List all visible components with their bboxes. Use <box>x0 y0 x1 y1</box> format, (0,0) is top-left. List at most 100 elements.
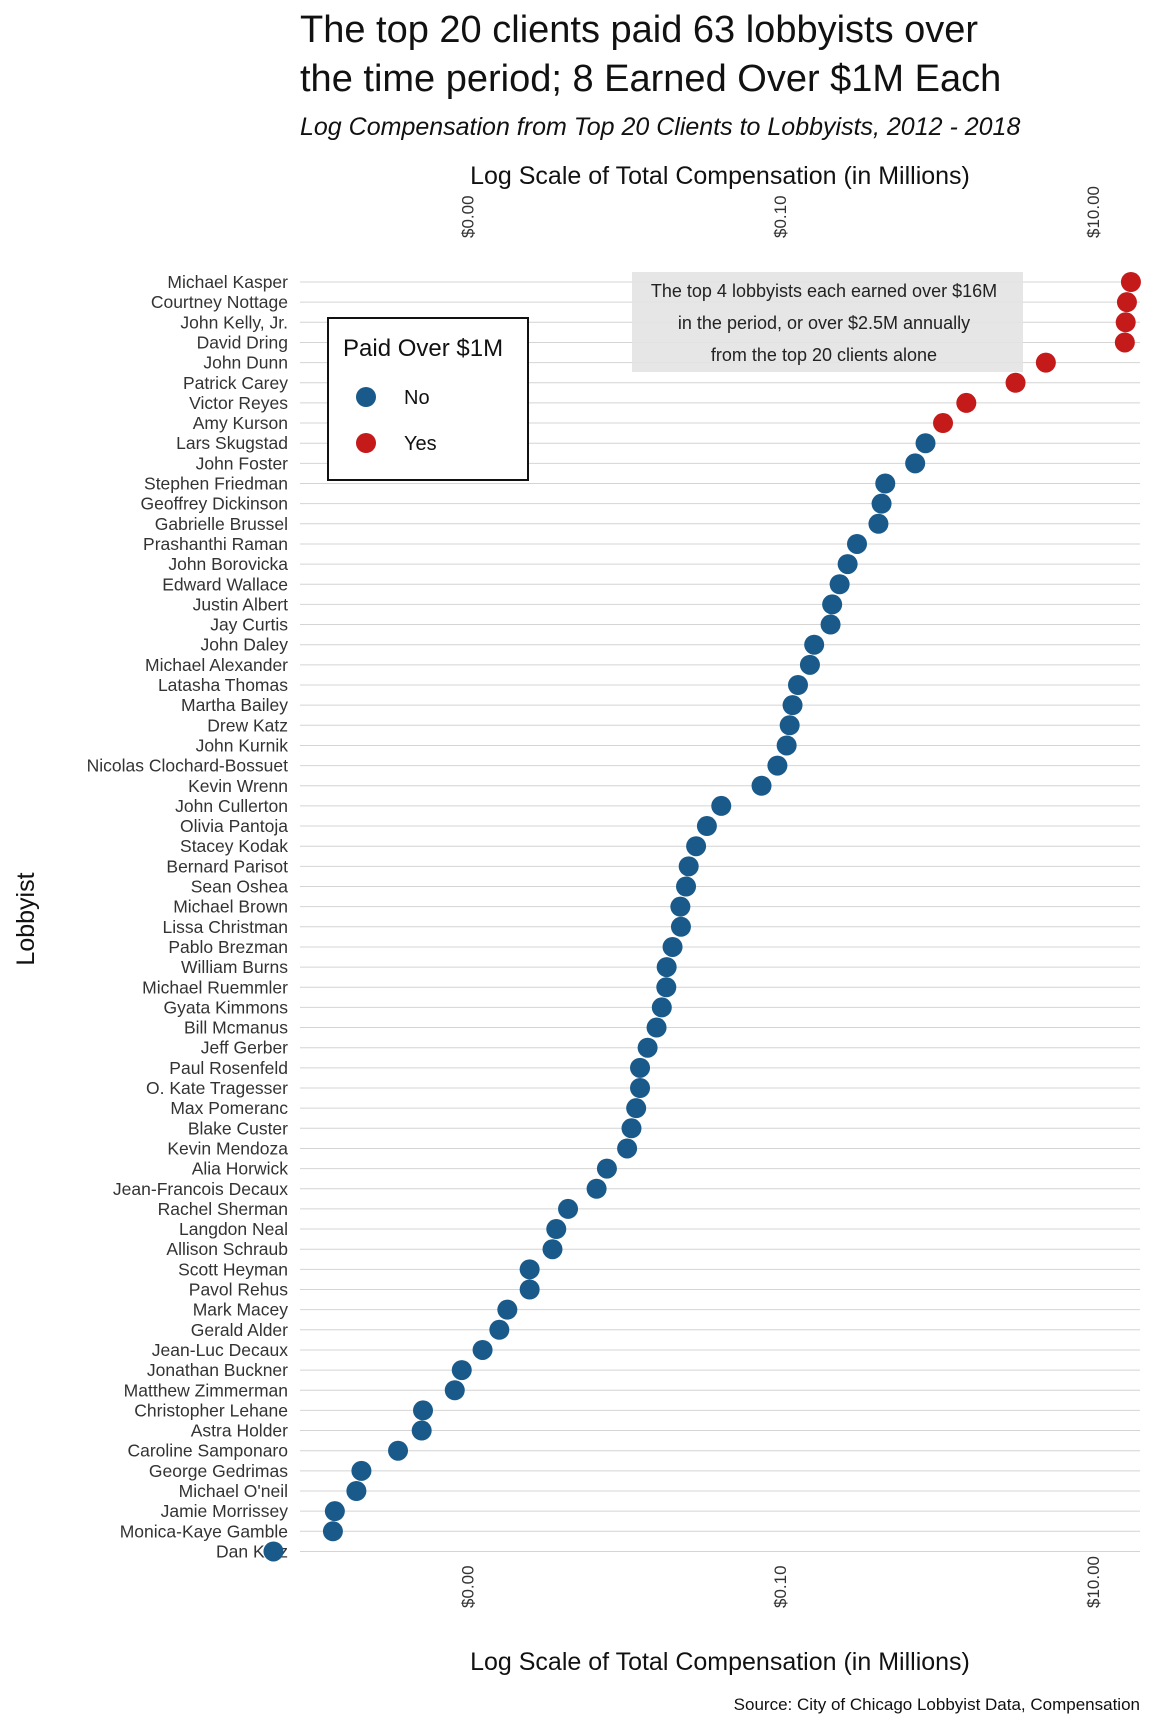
lobbyist-name-label: Scott Heyman <box>178 1259 288 1279</box>
data-point <box>776 735 797 756</box>
lobbyist-name-label: O. Kate Tragesser <box>146 1078 288 1098</box>
lobbyist-name-label: John Kurnik <box>196 735 289 755</box>
data-point <box>686 836 707 857</box>
lobbyist-name-label: Rachel Sherman <box>158 1199 288 1219</box>
data-point <box>662 936 683 957</box>
lobbyist-name-label: Latasha Thomas <box>158 675 288 695</box>
lobbyist-name-label: Jay Curtis <box>210 615 288 635</box>
data-point <box>519 1279 540 1300</box>
data-point <box>497 1299 518 1320</box>
lobbyist-name-label: Michael Ruemmler <box>142 977 288 997</box>
lobbyist-name-label: Lars Skugstad <box>176 433 288 453</box>
lobbyist-name-label: Allison Schraub <box>166 1239 288 1259</box>
annotation-line-1: The top 4 lobbyists each earned over $16… <box>651 281 997 301</box>
data-point <box>546 1219 567 1240</box>
data-point <box>519 1259 540 1280</box>
legend-swatch-yes <box>356 433 376 453</box>
data-point <box>915 433 936 454</box>
lobbyist-name-label: Langdon Neal <box>179 1219 288 1239</box>
lobbyist-name-label: Victor Reyes <box>189 393 288 413</box>
data-point <box>656 957 677 978</box>
x-tick-label-top: $0.10 <box>771 195 790 238</box>
data-point <box>696 816 717 837</box>
data-point <box>829 574 850 595</box>
data-point <box>1114 332 1135 353</box>
lobbyist-name-label: Drew Katz <box>207 715 288 735</box>
data-point <box>1116 292 1137 313</box>
lobbyist-name-label: Paul Rosenfeld <box>169 1058 288 1078</box>
lobbyist-name-label: Jamie Morrissey <box>161 1501 289 1521</box>
lobbyist-name-label: Justin Albert <box>193 594 288 614</box>
x-tick-label-bottom: $10.00 <box>1084 1556 1103 1608</box>
data-point <box>621 1118 642 1139</box>
data-point <box>263 1541 284 1562</box>
data-point <box>322 1521 343 1542</box>
lobbyist-name-label: Gabrielle Brussel <box>155 514 288 534</box>
lobbyist-name-label: Amy Kurson <box>193 413 288 433</box>
lobbyist-name-label: Jean-Francois Decaux <box>113 1179 288 1199</box>
lobbyist-name-label: Alia Horwick <box>192 1159 289 1179</box>
data-point <box>646 1017 667 1038</box>
data-point <box>558 1198 579 1219</box>
lobbyist-name-label: Michael Kasper <box>167 272 288 292</box>
lobbyist-name-label: Kevin Wrenn <box>188 776 288 796</box>
lobbyist-name-label: John Cullerton <box>175 796 288 816</box>
lobbyist-name-label: Blake Custer <box>188 1118 288 1138</box>
lobbyist-name-label: Matthew Zimmerman <box>124 1380 288 1400</box>
lobbyist-name-label: Bernard Parisot <box>166 856 288 876</box>
lobbyist-name-label: Kevin Mendoza <box>167 1138 288 1158</box>
lobbyist-name-label: Courtney Nottage <box>151 292 288 312</box>
lobbyist-name-label: Jeff Gerber <box>201 1038 288 1058</box>
x-tick-label-top: $0.00 <box>458 195 477 238</box>
data-point <box>489 1319 510 1340</box>
data-point <box>871 493 892 514</box>
lobbyist-name-label: Sean Oshea <box>191 877 289 897</box>
data-point <box>388 1440 409 1461</box>
data-point <box>444 1380 465 1401</box>
data-point <box>670 916 691 937</box>
data-point <box>626 1098 647 1119</box>
lobbyist-name-label: Jean-Luc Decaux <box>152 1340 288 1360</box>
x-tick-label-bottom: $0.00 <box>458 1565 477 1608</box>
annotation-line-2: in the period, or over $2.5M annually <box>678 313 970 333</box>
lobbyist-name-label: John Daley <box>200 635 288 655</box>
data-point <box>324 1501 345 1522</box>
lobbyist-name-label: Prashanthi Raman <box>143 534 288 554</box>
y-axis-title: Lobbyist <box>12 872 40 965</box>
data-point <box>779 715 800 736</box>
data-point <box>670 896 691 917</box>
data-point <box>617 1138 638 1159</box>
lobbyist-name-label: Gyata Kimmons <box>164 997 289 1017</box>
data-point <box>656 977 677 998</box>
lobbyist-name-label: Michael O'neil <box>179 1481 288 1501</box>
data-point <box>1115 312 1136 333</box>
data-point <box>782 695 803 716</box>
lobbyist-name-label: Michael Brown <box>173 897 288 917</box>
lobbyist-name-label: Caroline Samponaro <box>127 1441 288 1461</box>
x-tick-label-bottom: $0.10 <box>771 1565 790 1608</box>
lobbyist-name-label: Michael Alexander <box>145 655 288 675</box>
annotation-background <box>632 272 1023 372</box>
data-point <box>346 1481 367 1501</box>
data-point <box>637 1037 658 1058</box>
data-point <box>472 1339 493 1360</box>
data-point <box>868 513 889 534</box>
data-point <box>751 775 772 796</box>
lobbyist-name-label: Mark Macey <box>193 1300 289 1320</box>
lobbyist-name-label: Stephen Friedman <box>144 474 288 494</box>
data-point <box>630 1057 651 1078</box>
data-point <box>822 594 843 615</box>
lobbyist-name-label: George Gedrimas <box>149 1461 288 1481</box>
legend-swatch-no <box>356 387 376 407</box>
lobbyist-name-label: Edward Wallace <box>162 574 288 594</box>
lobbyist-name-label: Gerald Alder <box>191 1320 288 1340</box>
data-point <box>596 1158 617 1179</box>
data-point <box>1120 272 1141 292</box>
x-tick-label-top: $10.00 <box>1084 186 1103 238</box>
data-point <box>804 634 825 655</box>
lobbyist-name-label: Monica-Kaye Gamble <box>120 1521 288 1541</box>
x-axis-title-top: Log Scale of Total Compensation (in Mill… <box>470 162 970 190</box>
lobbyist-name-label: Pablo Brezman <box>168 937 288 957</box>
